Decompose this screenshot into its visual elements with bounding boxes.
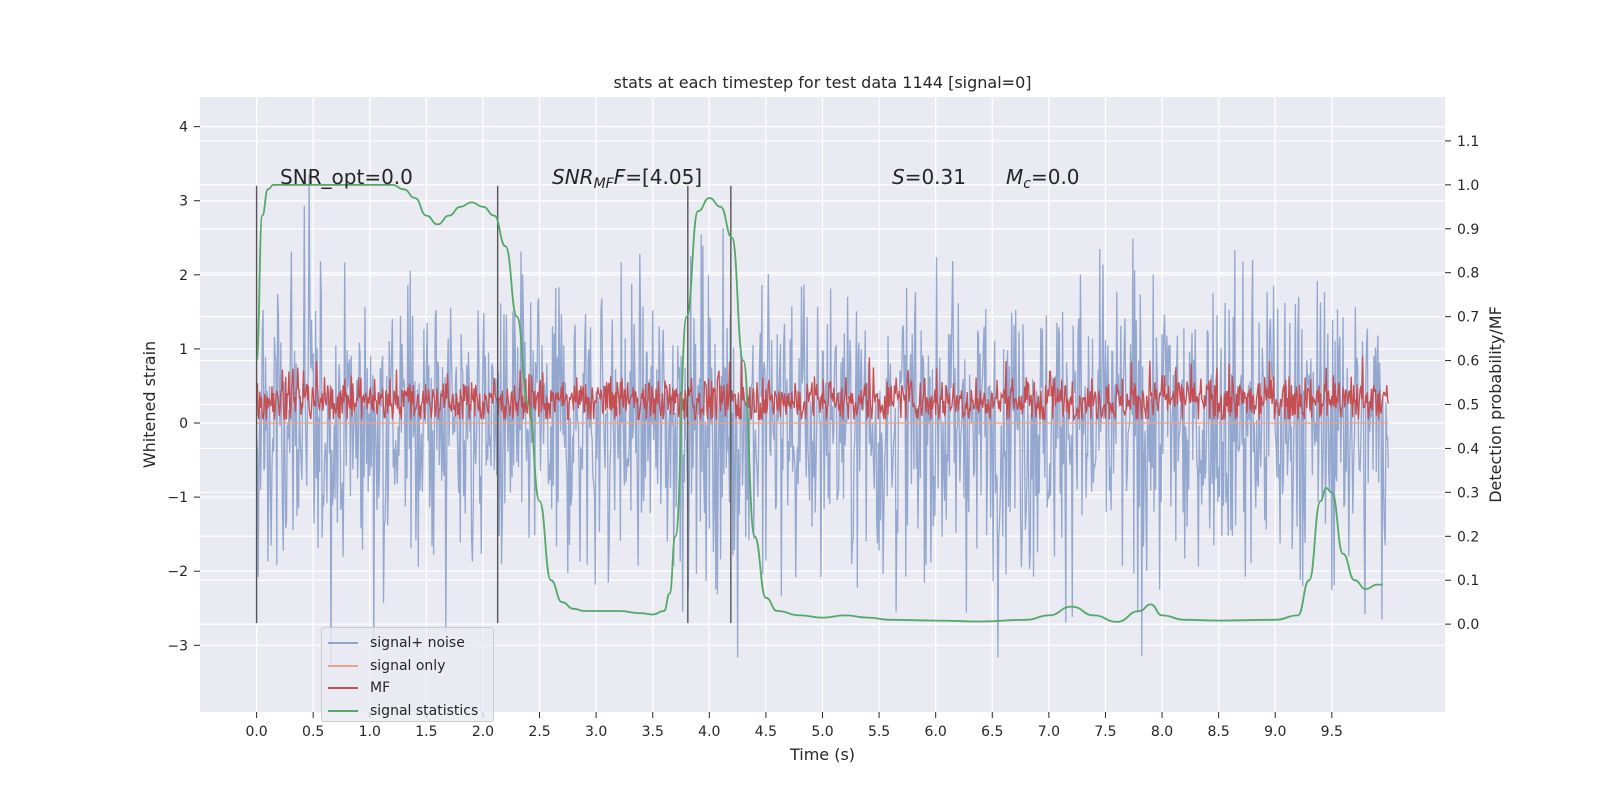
x-tick-label: 4.0 [698, 724, 720, 740]
snr-mf-subscript: MF [594, 176, 615, 192]
y-tick-label-right: 0.7 [1457, 310, 1479, 326]
x-tick-label: 5.5 [868, 724, 890, 740]
x-tick-label: 9.0 [1264, 724, 1286, 740]
y-tick-label-right: 0.1 [1457, 573, 1479, 589]
noise-series-layer [255, 174, 1390, 667]
annotation-snr-opt: SNR_opt=0.0 [280, 165, 413, 189]
y-axis-label-left: Whitened strain [140, 341, 159, 468]
x-tick-label: 0.0 [245, 724, 267, 740]
x-tick-label: 0.5 [302, 724, 324, 740]
x-tick-label: 9.5 [1321, 724, 1343, 740]
legend-swatch [328, 642, 358, 645]
s-label: S [892, 165, 905, 189]
y-tick-label-right: 0.9 [1457, 222, 1479, 238]
x-tick-label: 4.5 [755, 724, 777, 740]
y-tick-label-right: 0.0 [1457, 617, 1479, 633]
legend-swatch [328, 709, 358, 712]
legend-item-signal-statistics: signal statistics [328, 700, 487, 723]
y-tick-label-right: 1.1 [1457, 134, 1479, 150]
y-tick-label-left: −1 [167, 490, 188, 506]
legend-label: signal statistics [370, 702, 479, 719]
snr-mf-base: SNR [552, 165, 594, 189]
y-tick-label-left: 1 [179, 342, 188, 358]
x-tick-label: 1.5 [415, 724, 437, 740]
series-signal-statistics-line [255, 183, 1383, 623]
annotation-mc: Mc=0.0 [1006, 165, 1080, 192]
annotation-s: S=0.31 [892, 165, 966, 189]
y-tick-label-right: 0.6 [1457, 354, 1479, 370]
x-tick-label: 3.5 [642, 724, 664, 740]
legend-item-signal-noise: signal+ noise [328, 632, 487, 655]
snr-mf-value: =[4.05] [625, 165, 702, 189]
y-tick-label-left: −2 [167, 564, 188, 580]
legend-label: signal+ noise [370, 635, 465, 652]
x-tick-label: 6.0 [925, 724, 947, 740]
annotation-snr-mf: SNRMFF=[4.05] [552, 165, 702, 192]
x-tick-label: 7.0 [1038, 724, 1060, 740]
legend-item-mf: MF [328, 677, 487, 700]
legend-swatch [328, 687, 358, 690]
legend-item-signal-only: signal only [328, 655, 487, 678]
y-tick-label-right: 0.8 [1457, 266, 1479, 282]
legend: signal+ noise signal only MF signal stat… [321, 627, 494, 722]
y-tick-label-right: 0.2 [1457, 529, 1479, 545]
y-tick-label-left: 4 [179, 120, 188, 136]
y-tick-label-right: 0.3 [1457, 485, 1479, 501]
chart-title: stats at each timestep for test data 114… [613, 73, 1031, 92]
x-tick-label: 5.0 [811, 724, 833, 740]
y-tick-label-right: 0.5 [1457, 398, 1479, 414]
tick-labels: 0.0 0.5 1.0 1.5 2.0 2.5 3.0 3.5 4.0 4.5 5.0 5.5 6.0 6… [167, 120, 1479, 740]
mf-series-layer [255, 356, 1390, 422]
legend-swatch [328, 664, 358, 667]
s-value: =0.31 [905, 165, 966, 189]
vertical-markers [255, 185, 732, 624]
mc-subscript: c [1023, 176, 1031, 192]
x-tick-label: 6.5 [981, 724, 1003, 740]
x-axis-label: Time (s) [789, 745, 855, 764]
y-tick-label-right: 1.0 [1457, 178, 1479, 194]
series-signal-noise-line [255, 174, 1390, 667]
legend-label: signal only [370, 657, 446, 674]
x-tick-label: 1.0 [359, 724, 381, 740]
statistics-series-layer [255, 183, 1383, 623]
x-tick-label: 2.0 [472, 724, 494, 740]
x-tick-label: 7.5 [1094, 724, 1116, 740]
x-tick-label: 2.5 [528, 724, 550, 740]
x-tick-label: 8.0 [1151, 724, 1173, 740]
series-mf-line [255, 356, 1390, 422]
mc-label: M [1006, 165, 1023, 189]
y-tick-label-left: 3 [179, 194, 188, 210]
x-tick-label: 3.0 [585, 724, 607, 740]
y-tick-label-right: 0.4 [1457, 441, 1479, 457]
legend-label: MF [370, 680, 391, 697]
mc-value: =0.0 [1031, 165, 1080, 189]
y-tick-label-left: 0 [179, 416, 188, 432]
y-axis-label-right: Detection probability/MF [1486, 306, 1505, 503]
x-tick-label: 8.5 [1208, 724, 1230, 740]
y-tick-label-left: 2 [179, 268, 188, 284]
y-tick-label-left: −3 [167, 638, 188, 654]
